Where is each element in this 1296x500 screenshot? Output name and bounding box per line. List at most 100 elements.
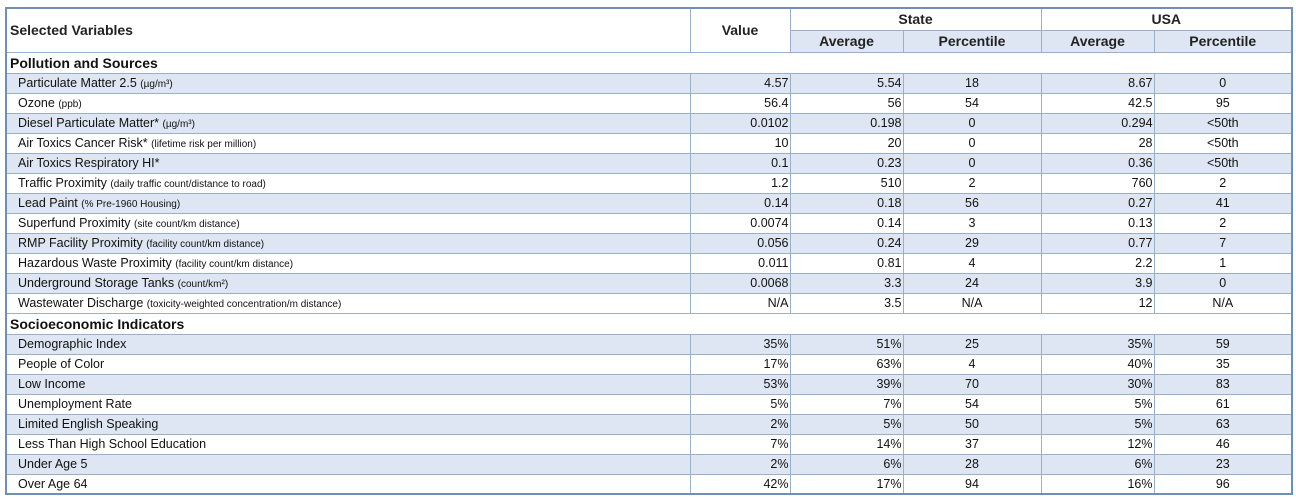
table-row: Low Income 53% 39% 70 30% 83 <box>5 373 1293 395</box>
selected-variables-table: Selected Variables Value State USA Avera… <box>5 7 1294 495</box>
usa-percentile-cell: <50th <box>1153 112 1293 134</box>
usa-percentile-cell: 83 <box>1153 373 1293 395</box>
variable-unit: (µg/m³) <box>140 79 173 90</box>
state-percentile-cell: N/A <box>902 292 1042 314</box>
usa-percentile-cell: 46 <box>1153 433 1293 455</box>
section-title: Socioeconomic Indicators <box>5 312 1293 335</box>
table-row: Diesel Particulate Matter* (µg/m³) 0.0102… <box>5 112 1293 134</box>
variable-unit: (µg/m³) <box>162 119 195 130</box>
variable-cell: Less Than High School Education <box>5 433 691 455</box>
state-percentile-cell: 0 <box>902 132 1042 154</box>
variable-name: Limited English Speaking <box>18 417 159 431</box>
variable-cell: Ozone (ppb) <box>5 92 691 114</box>
usa-average-cell: 0.27 <box>1040 192 1155 214</box>
state-average-cell: 56 <box>789 92 904 114</box>
header-selected-variables: Selected Variables <box>5 7 691 53</box>
usa-percentile-cell: 23 <box>1153 453 1293 475</box>
usa-percentile-cell: 7 <box>1153 232 1293 254</box>
variable-name: Ozone <box>18 96 55 110</box>
table-header: Selected Variables Value State USA Avera… <box>5 7 1293 53</box>
table-row: Ozone (ppb) 56.4 56 54 42.5 95 <box>5 92 1293 114</box>
variable-cell: Under Age 5 <box>5 453 691 475</box>
variable-name: Underground Storage Tanks <box>18 276 175 290</box>
state-average-cell: 0.24 <box>789 232 904 254</box>
variable-name: Hazardous Waste Proximity <box>18 256 172 270</box>
variable-cell: Wastewater Discharge (toxicity-weighted … <box>5 292 691 314</box>
variable-name: Particulate Matter 2.5 <box>18 76 137 90</box>
variable-unit: (ppb) <box>58 99 82 110</box>
variable-cell: Underground Storage Tanks (count/km²) <box>5 272 691 294</box>
usa-average-cell: 760 <box>1040 172 1155 194</box>
variable-cell: Air Toxics Cancer Risk* (lifetime risk p… <box>5 132 691 154</box>
state-average-cell: 5% <box>789 413 904 435</box>
state-average-cell: 0.198 <box>789 112 904 134</box>
state-percentile-cell: 54 <box>902 92 1042 114</box>
value-cell: 1.2 <box>689 172 791 194</box>
state-percentile-cell: 18 <box>902 72 1042 94</box>
usa-percentile-cell: 35 <box>1153 353 1293 375</box>
usa-percentile-cell: 0 <box>1153 72 1293 94</box>
usa-average-cell: 30% <box>1040 373 1155 395</box>
usa-average-cell: 0.13 <box>1040 212 1155 234</box>
value-cell: 17% <box>689 353 791 375</box>
usa-percentile-cell: <50th <box>1153 152 1293 174</box>
variable-cell: People of Color <box>5 353 691 375</box>
state-percentile-cell: 70 <box>902 373 1042 395</box>
state-percentile-cell: 0 <box>902 152 1042 174</box>
section-header-row: Socioeconomic Indicators <box>5 312 1293 335</box>
variable-name: Superfund Proximity <box>18 216 131 230</box>
usa-percentile-cell: 63 <box>1153 413 1293 435</box>
usa-average-cell: 5% <box>1040 393 1155 415</box>
state-average-cell: 14% <box>789 433 904 455</box>
variable-name: Air Toxics Cancer Risk* <box>18 136 148 150</box>
section-header-row: Pollution and Sources <box>5 51 1293 74</box>
variable-unit: (toxicity-weighted concentration/m dista… <box>146 299 342 310</box>
table-row: Less Than High School Education 7% 14% 37 12… <box>5 433 1293 455</box>
state-average-cell: 3.3 <box>789 272 904 294</box>
state-percentile-cell: 3 <box>902 212 1042 234</box>
header-usa-percentile: Percentile <box>1153 29 1293 53</box>
report-table-container: Selected Variables Value State USA Avera… <box>5 7 1294 495</box>
variable-cell: Hazardous Waste Proximity (facility coun… <box>5 252 691 274</box>
value-cell: 4.57 <box>689 72 791 94</box>
value-cell: 0.0074 <box>689 212 791 234</box>
table-row: Underground Storage Tanks (count/km²) 0.0… <box>5 272 1293 294</box>
usa-average-cell: 0.77 <box>1040 232 1155 254</box>
variable-cell: Diesel Particulate Matter* (µg/m³) <box>5 112 691 134</box>
table-row: Limited English Speaking 2% 5% 50 5% 63 <box>5 413 1293 435</box>
state-average-cell: 5.54 <box>789 72 904 94</box>
state-average-cell: 17% <box>789 473 904 495</box>
usa-average-cell: 3.9 <box>1040 272 1155 294</box>
table-body: Pollution and Sources Particulate Matter … <box>5 51 1293 495</box>
usa-percentile-cell: 96 <box>1153 473 1293 495</box>
state-percentile-cell: 29 <box>902 232 1042 254</box>
value-cell: 5% <box>689 393 791 415</box>
state-percentile-cell: 0 <box>902 112 1042 134</box>
variable-unit: (% Pre-1960 Housing) <box>81 199 181 210</box>
usa-percentile-cell: N/A <box>1153 292 1293 314</box>
table-row: Air Toxics Respiratory HI* 0.1 0.23 0 0.36 <5… <box>5 152 1293 174</box>
variable-cell: Low Income <box>5 373 691 395</box>
variable-name: Air Toxics Respiratory HI* <box>18 156 160 170</box>
state-percentile-cell: 24 <box>902 272 1042 294</box>
state-percentile-cell: 4 <box>902 252 1042 274</box>
table-row: Over Age 64 42% 17% 94 16% 96 <box>5 473 1293 495</box>
state-average-cell: 0.81 <box>789 252 904 274</box>
variable-name: Low Income <box>18 377 86 391</box>
usa-average-cell: 28 <box>1040 132 1155 154</box>
value-cell: 42% <box>689 473 791 495</box>
header-state: State <box>789 7 1042 31</box>
usa-percentile-cell: 61 <box>1153 393 1293 415</box>
usa-percentile-cell: 2 <box>1153 212 1293 234</box>
state-average-cell: 510 <box>789 172 904 194</box>
variable-name: Traffic Proximity <box>18 176 107 190</box>
usa-average-cell: 40% <box>1040 353 1155 375</box>
table-row: Air Toxics Cancer Risk* (lifetime risk p… <box>5 132 1293 154</box>
variable-unit: (facility count/km distance) <box>175 259 294 270</box>
state-average-cell: 0.23 <box>789 152 904 174</box>
variable-name: Over Age 64 <box>18 476 88 491</box>
state-percentile-cell: 56 <box>902 192 1042 214</box>
value-cell: 0.14 <box>689 192 791 214</box>
usa-average-cell: 16% <box>1040 473 1155 495</box>
usa-average-cell: 8.67 <box>1040 72 1155 94</box>
